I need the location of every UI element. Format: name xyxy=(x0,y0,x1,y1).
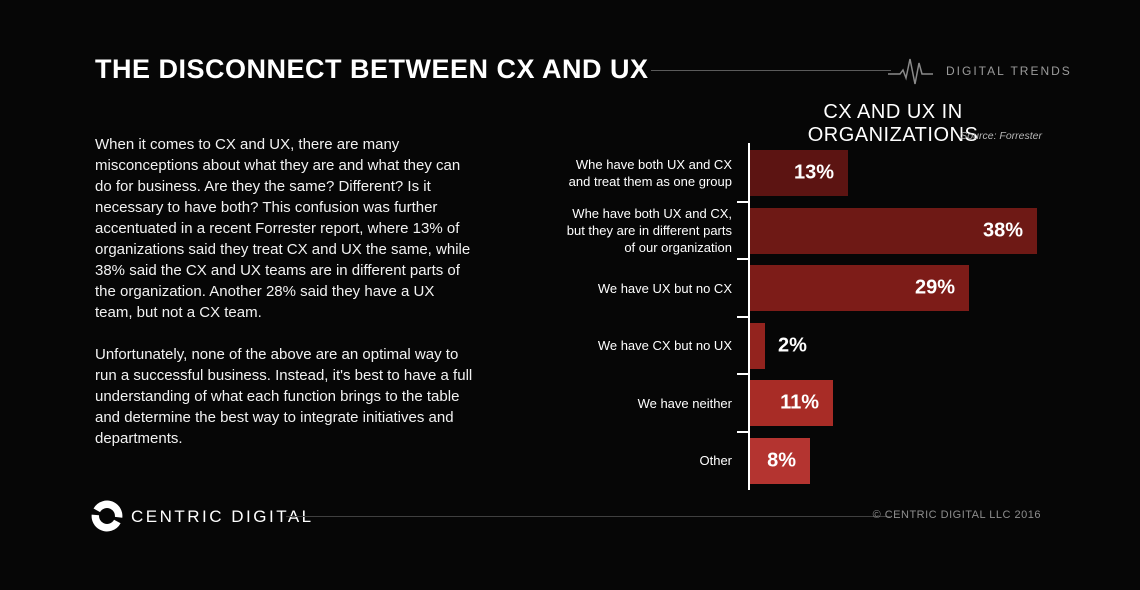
bar-category-label: Whe have both UX and CX, but they are in … xyxy=(566,206,732,255)
bar-value-label: 29% xyxy=(914,276,955,299)
bar-value-label: 11% xyxy=(780,391,819,414)
bar: 29% xyxy=(750,265,969,311)
bar-chart: Whe have both UX and CX and treat them as… xyxy=(560,143,1140,491)
bar-category-label: We have UX but no CX xyxy=(597,280,732,296)
bar: 11% xyxy=(750,380,833,426)
chart-row: Other 8% xyxy=(560,437,1037,484)
centric-digital-logo-icon xyxy=(90,499,124,538)
heartbeat-pulse-icon xyxy=(888,54,942,93)
footer-rule xyxy=(286,516,890,517)
chart-row: We have CX but no UX 2% xyxy=(560,322,1037,369)
page-title: THE DISCONNECT BETWEEN CX AND UX xyxy=(95,54,649,84)
axis-tick xyxy=(737,200,748,203)
chart-row: We have neither 11% xyxy=(560,380,1037,426)
bar-value-label: 2% xyxy=(778,334,807,356)
chart-axis xyxy=(748,143,750,490)
bar: 8% xyxy=(750,437,810,484)
footer-copyright: © CENTRIC DIGITAL LLC 2016 xyxy=(872,509,1041,521)
bar-category-label: Other xyxy=(699,453,732,468)
bar-category-label: We have CX but no UX xyxy=(597,338,732,353)
digital-trends-label: DIGITAL TRENDS xyxy=(946,64,1072,78)
chart-rows: Whe have both UX and CX and treat them as… xyxy=(560,150,1037,484)
chart-source: Source: Forrester xyxy=(960,130,1042,142)
axis-tick xyxy=(737,315,748,318)
chart-row: Whe have both UX and CX and treat them as… xyxy=(560,150,1037,196)
bar-value-label: 13% xyxy=(793,161,834,184)
chart-row: Whe have both UX and CX, but they are in … xyxy=(560,206,1037,255)
bar-value-label: 8% xyxy=(767,449,796,471)
footer-brand-name: CENTRIC DIGITAL xyxy=(131,507,314,526)
bar-category-label: We have neither xyxy=(637,395,732,411)
chart-row: We have UX but no CX 29% xyxy=(560,265,1037,311)
axis-tick xyxy=(737,430,748,433)
bar-category-label: Whe have both UX and CX and treat them as… xyxy=(568,157,732,189)
intro-paragraph-2: Unfortunately, none of the above are an … xyxy=(95,346,473,447)
bar: 2% xyxy=(750,322,807,369)
intro-paragraph-1: When it comes to CX and UX, there are ma… xyxy=(95,136,471,321)
header-rule xyxy=(651,70,891,71)
bar: 13% xyxy=(750,150,848,196)
bar: 38% xyxy=(750,207,1037,254)
intro-copy: When it comes to CX and UX, there are ma… xyxy=(95,134,473,449)
bar-value-label: 38% xyxy=(982,219,1023,241)
chart-title: CX AND UX IN ORGANIZATIONS xyxy=(807,101,979,146)
axis-tick xyxy=(737,373,748,376)
axis-tick xyxy=(737,258,748,261)
